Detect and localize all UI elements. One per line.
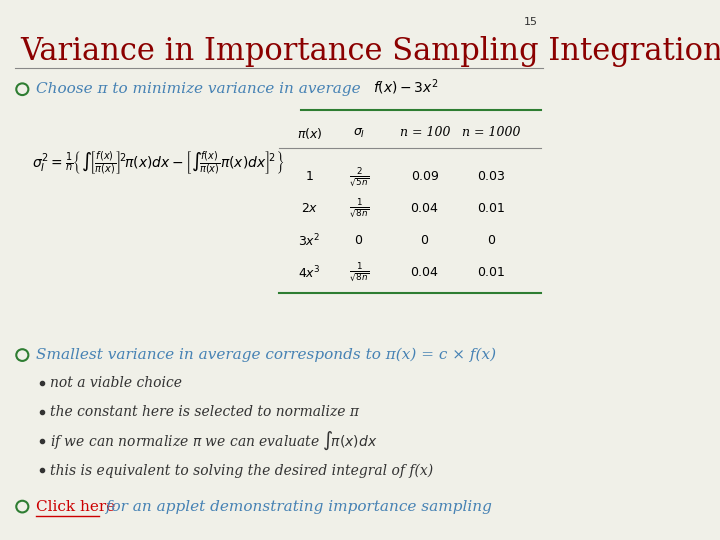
Text: $4x^3$: $4x^3$ [298, 265, 321, 281]
Text: $f(x)-3x^2$: $f(x)-3x^2$ [373, 78, 438, 97]
Text: for an applet demonstrating importance sampling: for an applet demonstrating importance s… [101, 500, 492, 514]
Text: $2x$: $2x$ [301, 202, 318, 215]
Text: 15: 15 [524, 17, 538, 28]
Text: $0$: $0$ [354, 234, 364, 247]
Text: $\frac{2}{\sqrt{5n}}$: $\frac{2}{\sqrt{5n}}$ [348, 165, 369, 188]
Text: if we can normalize $\pi$ we can evaluate $\int\!\pi(x)dx$: if we can normalize $\pi$ we can evaluat… [50, 430, 377, 453]
Text: this is equivalent to solving the desired integral of f(x): this is equivalent to solving the desire… [50, 463, 433, 478]
Text: $3x^2$: $3x^2$ [298, 232, 321, 249]
Text: Variance in Importance Sampling Integration: Variance in Importance Sampling Integrat… [21, 36, 720, 67]
Text: $0.04$: $0.04$ [410, 266, 440, 279]
Text: $0.01$: $0.01$ [477, 266, 505, 279]
Text: $0.09$: $0.09$ [410, 171, 439, 184]
Text: $\frac{1}{\sqrt{8n}}$: $\frac{1}{\sqrt{8n}}$ [348, 197, 369, 220]
Text: $0.01$: $0.01$ [477, 202, 505, 215]
Text: n = 100: n = 100 [400, 126, 450, 139]
Text: the constant here is selected to normalize π: the constant here is selected to normali… [50, 405, 359, 419]
Text: Choose π to minimize variance in average: Choose π to minimize variance in average [36, 82, 361, 96]
Text: $\sigma_I$: $\sigma_I$ [353, 126, 365, 139]
Text: $\frac{1}{\sqrt{8n}}$: $\frac{1}{\sqrt{8n}}$ [348, 261, 369, 284]
Text: $\sigma_I^2 = \frac{1}{n}\left\{\int\!\left[\frac{f(x)}{\pi(x)}\right]^{\!2}\!\p: $\sigma_I^2 = \frac{1}{n}\left\{\int\!\l… [32, 150, 284, 177]
Text: Smallest variance in average corresponds to π(x) = c × f(x): Smallest variance in average corresponds… [36, 348, 496, 362]
Text: not a viable choice: not a viable choice [50, 376, 182, 390]
Text: n = 1000: n = 1000 [462, 126, 521, 139]
Text: $0.04$: $0.04$ [410, 202, 440, 215]
Text: $0$: $0$ [420, 234, 430, 247]
Text: $0.03$: $0.03$ [477, 171, 505, 184]
Text: Click here: Click here [36, 500, 115, 514]
Text: $\pi(x)$: $\pi(x)$ [297, 126, 323, 141]
Text: $1$: $1$ [305, 171, 314, 184]
Text: $0$: $0$ [487, 234, 495, 247]
